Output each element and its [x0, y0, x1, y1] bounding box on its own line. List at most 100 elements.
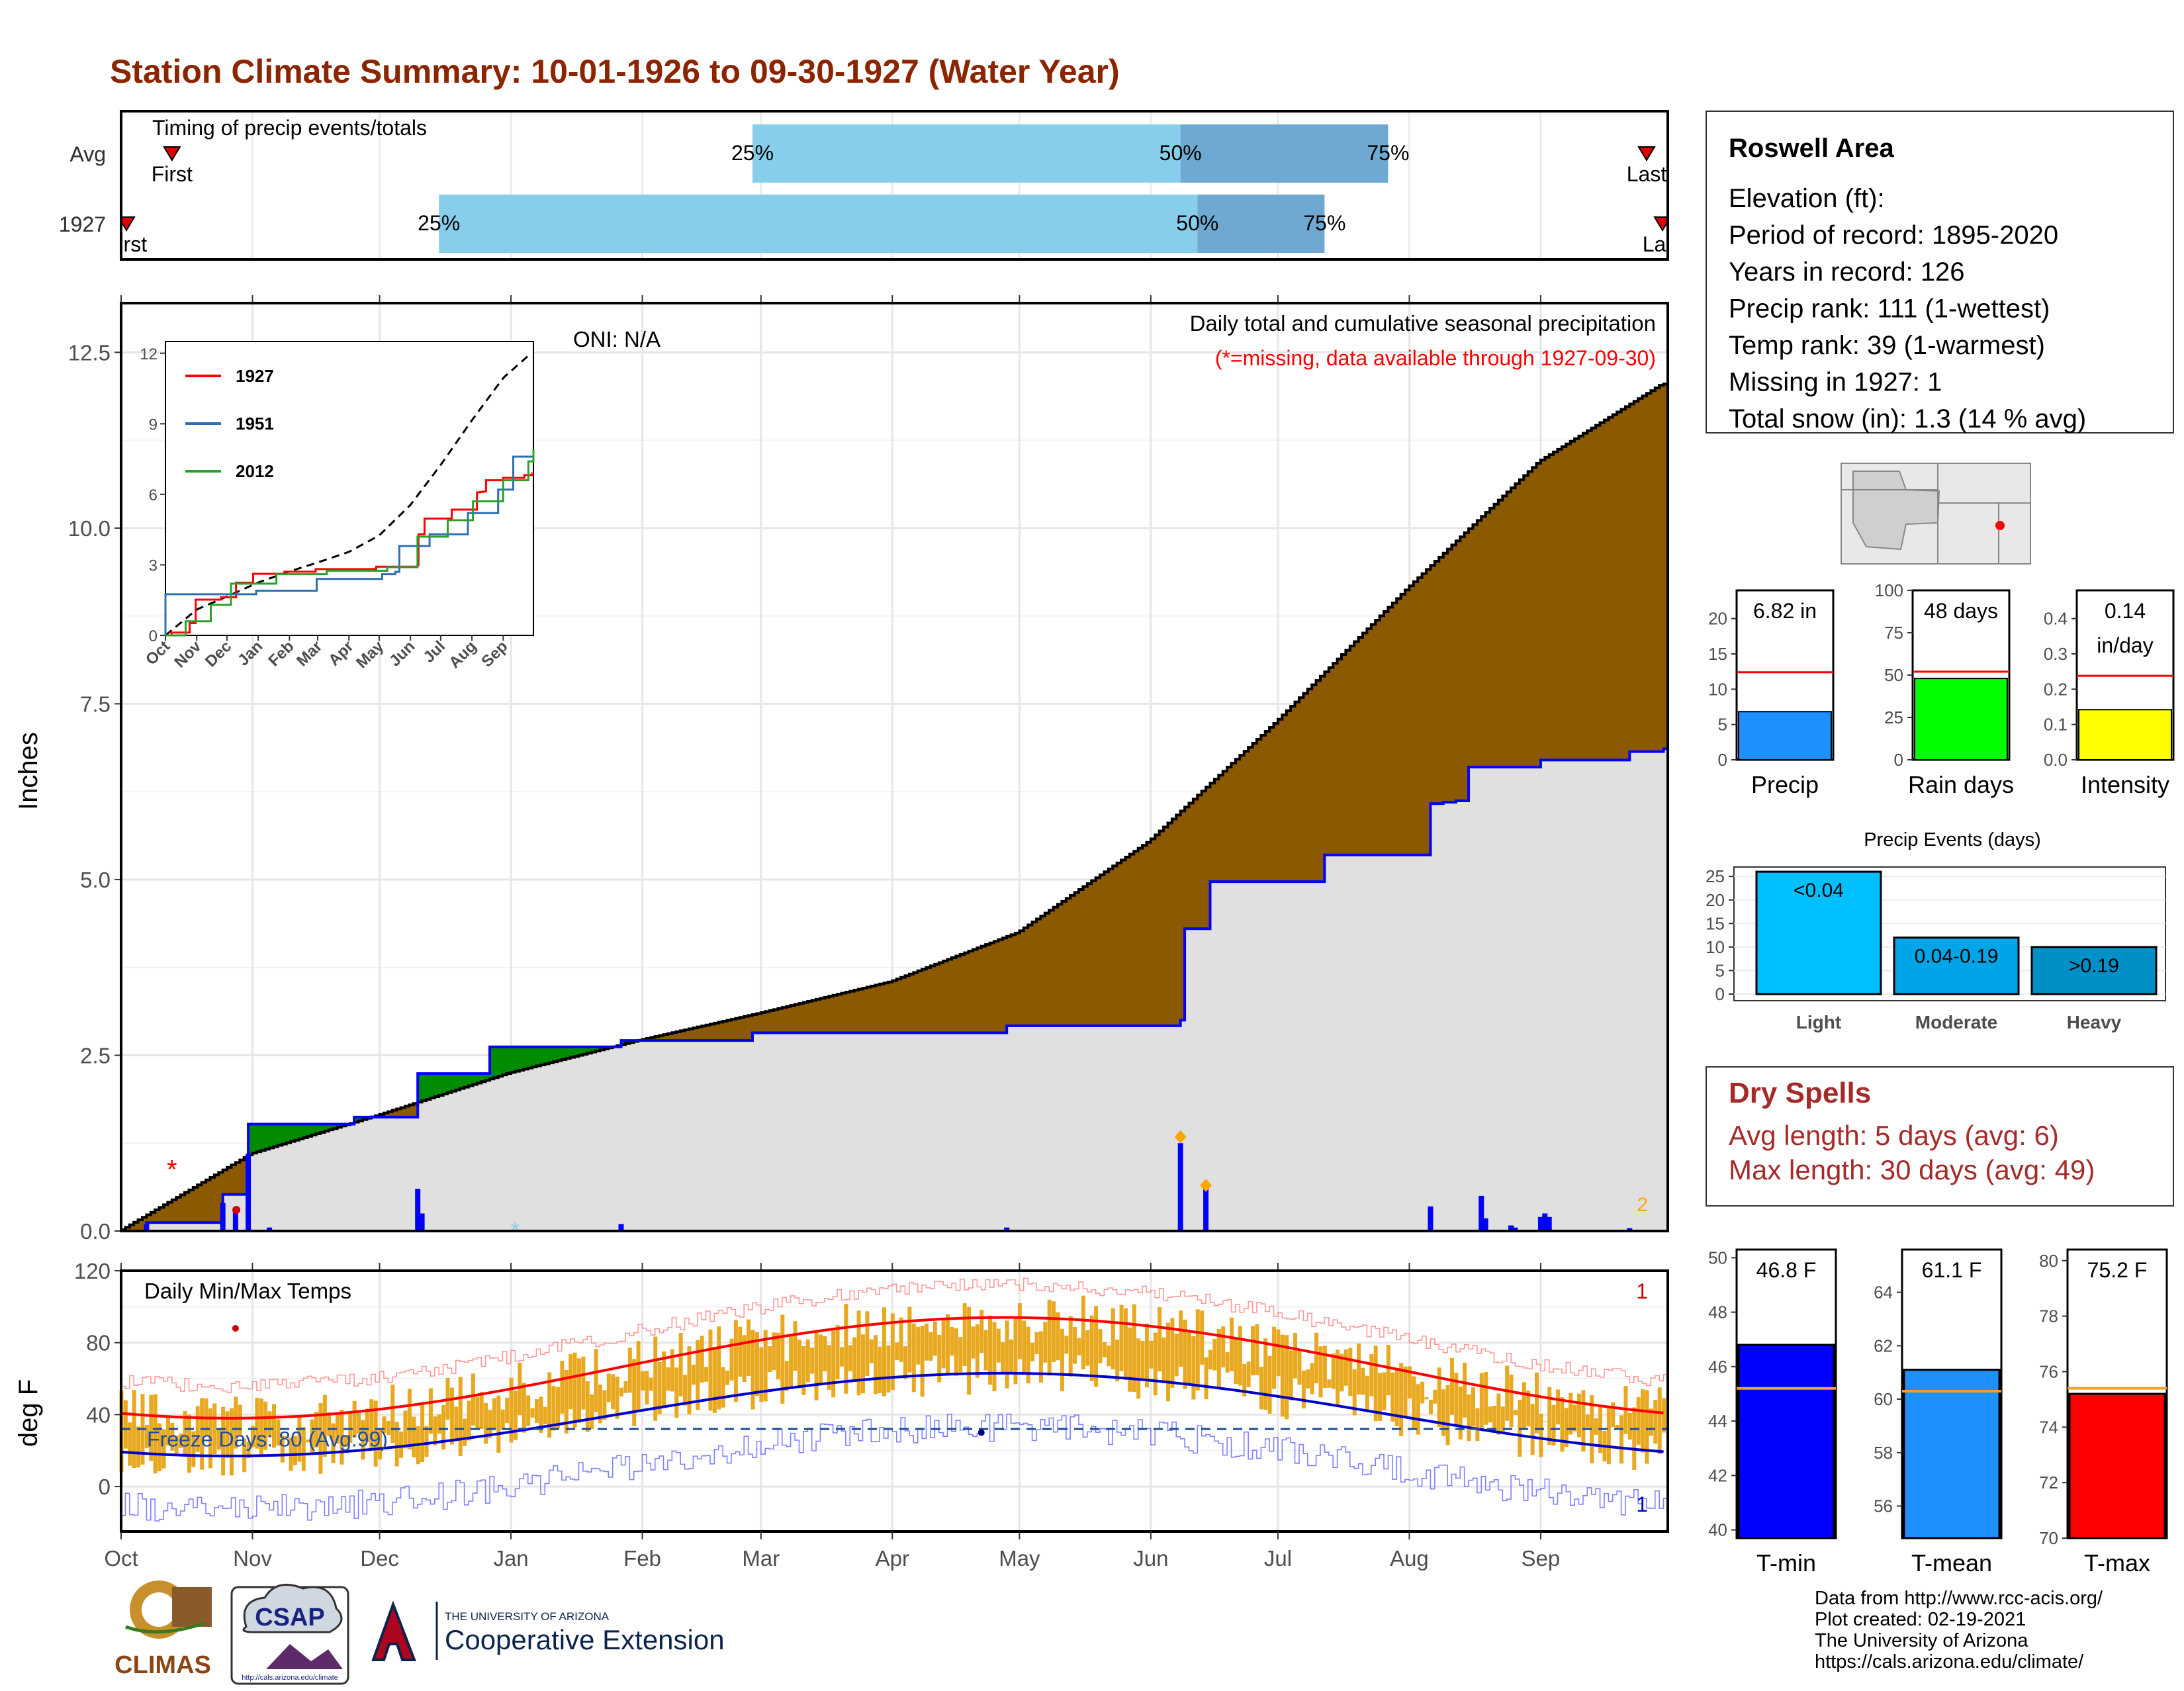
record-high-line: [121, 1277, 1668, 1394]
daily-precip-bar: [220, 1203, 226, 1231]
timing-p50-label: 50%: [1160, 141, 1202, 165]
temp-bar-tick-label: 50: [1708, 1248, 1727, 1267]
month-label: Apr: [876, 1546, 909, 1571]
inset-series-line: [165, 471, 535, 637]
temp-bar-tick-label: 80: [2039, 1251, 2058, 1271]
dry-spells-title: Dry Spells: [1729, 1077, 1871, 1109]
mini-bar-tick-label: 25: [1884, 708, 1903, 727]
inset-y-tick-label: 0: [149, 627, 158, 645]
temp-panel-label: Daily Min/Max Temps: [144, 1279, 351, 1303]
ua-small-text: THE UNIVERSITY OF ARIZONA: [445, 1610, 610, 1623]
mini-bar-fill: [2078, 709, 2172, 761]
station-marker: [1995, 521, 2005, 530]
precip-deficit-fill: [121, 384, 1668, 1231]
inset-legend-label: 2012: [236, 461, 274, 481]
events-category: Light: [1796, 1012, 1841, 1032]
record-count: 2: [1637, 1194, 1648, 1216]
ua-logo: THE UNIVERSITY OF ARIZONA Cooperative Ex…: [363, 1600, 725, 1661]
daily-record-marker: [1174, 1130, 1187, 1144]
mini-bar-tick-label: 50: [1884, 665, 1903, 685]
mini-bar-tick-label: 0.2: [2044, 679, 2068, 699]
inset-y-tick-label: 9: [149, 416, 158, 434]
timing-label: Timing of precip events/totals: [152, 116, 427, 140]
info-line: Precip rank: 111 (1-wettest): [1729, 295, 2050, 324]
timing-last-marker: [1637, 146, 1656, 161]
credit-line: The University of Arizona: [1815, 1630, 2028, 1651]
observed-cumulative-line: [121, 747, 1668, 1232]
record-high-count: 1: [1636, 1279, 1648, 1303]
events-category: Heavy: [2067, 1012, 2122, 1032]
events-bar: [2030, 946, 2158, 995]
temp-bar-tick-label: 78: [2039, 1306, 2058, 1326]
timing-last-label: Last: [1627, 162, 1667, 186]
daily-precip-bar: [1004, 1227, 1010, 1231]
timing-border: [120, 110, 1669, 261]
climas-logo: CLIMAS: [114, 1580, 212, 1679]
temp-y-tick-label: 0: [99, 1475, 111, 1499]
temp-bar-fill: [2068, 1393, 2166, 1539]
inset-series-line: [165, 449, 535, 637]
events-tick-label: 25: [1706, 866, 1725, 886]
csap-url: http://cals.arizona.edu/climate: [242, 1674, 338, 1682]
avg-cumulative-line: [121, 383, 1668, 1232]
events-bar: [1755, 870, 1882, 995]
temp-y-tick-label: 40: [86, 1402, 111, 1427]
temp-bar-value: 61.1 F: [1922, 1258, 1982, 1282]
inset-y-tick-label: 6: [149, 486, 158, 504]
credit-line: Plot created: 02-19-2021: [1815, 1609, 2026, 1630]
temp-bar-tick-label: 40: [1708, 1520, 1727, 1540]
temp-bar-tick-label: 56: [1874, 1496, 1893, 1516]
location-map: [1841, 463, 2031, 565]
mini-bar-label: Rain days: [1908, 771, 2014, 798]
temp-bar-tick-label: 72: [2039, 1473, 2058, 1492]
temp-bar-fill: [1903, 1369, 2001, 1539]
mini-bar-tick-label: 10: [1708, 679, 1727, 699]
mini-bar-label: Precip: [1751, 771, 1819, 798]
timing-row-name: 1927: [59, 212, 106, 236]
precip-events-chart: Precip Events (days) 0 5 10 15 20 25 <0.04 Light…: [1706, 829, 2166, 1032]
daily-precip-bar: [246, 1154, 251, 1231]
credits: Data from http://www.rcc-acis.org/Plot c…: [1815, 1588, 2103, 1672]
credit-line: Data from http://www.rcc-acis.org/: [1815, 1588, 2103, 1609]
temp-panel: Daily Min/Max Temps Freeze Days: 80 (Avg:…: [74, 1259, 1669, 1533]
inset-frame: [165, 341, 534, 636]
inset-y-tick-label: 3: [149, 557, 158, 574]
month-label: Jun: [1133, 1546, 1168, 1571]
events-bar-label: 0.04-0.19: [1915, 946, 1999, 968]
timing-bar-50-75: [1197, 195, 1325, 253]
mini-bar-tick-label: 0.4: [2044, 609, 2068, 629]
events-tick-label: 15: [1706, 913, 1725, 933]
daily-precip-bar: [1479, 1195, 1484, 1231]
timing-p25-label: 25%: [418, 211, 460, 235]
events-category: Moderate: [1915, 1012, 1997, 1032]
mini-bar-tick-label: 100: [1875, 580, 1903, 600]
month-label: Aug: [1390, 1546, 1429, 1571]
inset-legend-label: 1927: [236, 366, 274, 386]
freeze-days-label: Freeze Days: 80 (Avg:99): [147, 1427, 388, 1451]
events-tick-label: 10: [1706, 937, 1725, 957]
info-line: Missing in 1927: 1: [1729, 368, 1942, 397]
temperature-bars: 40 42 44 46 48 50 46.8 F T-min 56 58 60 62 64 61.1 F T…: [1708, 1248, 2168, 1577]
temp-bar-tick-label: 76: [2039, 1361, 2058, 1381]
temp-bar-tick-label: 70: [2039, 1528, 2058, 1548]
month-label: Nov: [233, 1546, 272, 1571]
info-line: Total snow (in): 1.3 (14 % avg): [1729, 404, 2086, 434]
dry-spells-max: Max length: 30 days (avg: 49): [1729, 1154, 2095, 1185]
precip-y-tick-label: 2.5: [80, 1043, 111, 1068]
temp-bar-tick-label: 42: [1708, 1465, 1727, 1485]
dry-spells-box: [1706, 1066, 2174, 1207]
mini-bar-label: Intensity: [2081, 771, 2169, 798]
timing-p75-label: 75%: [1367, 141, 1409, 165]
mini-bar-value: 6.82 in: [1753, 599, 1817, 623]
month-label: Jan: [493, 1546, 528, 1571]
csap-text: CSAP: [255, 1604, 325, 1631]
mini-bar-fill: [1914, 678, 2008, 760]
events-bar: [1893, 937, 2020, 995]
temp-bar-tick-label: 64: [1874, 1283, 1893, 1303]
daily-precip-bar: [232, 1210, 238, 1231]
precip-y-tick-label: 7.5: [80, 692, 111, 716]
summary-bars: 0 5 10 15 20 6.82 in Precip 0 25 50 75 100 48 days Ra…: [1708, 580, 2175, 798]
